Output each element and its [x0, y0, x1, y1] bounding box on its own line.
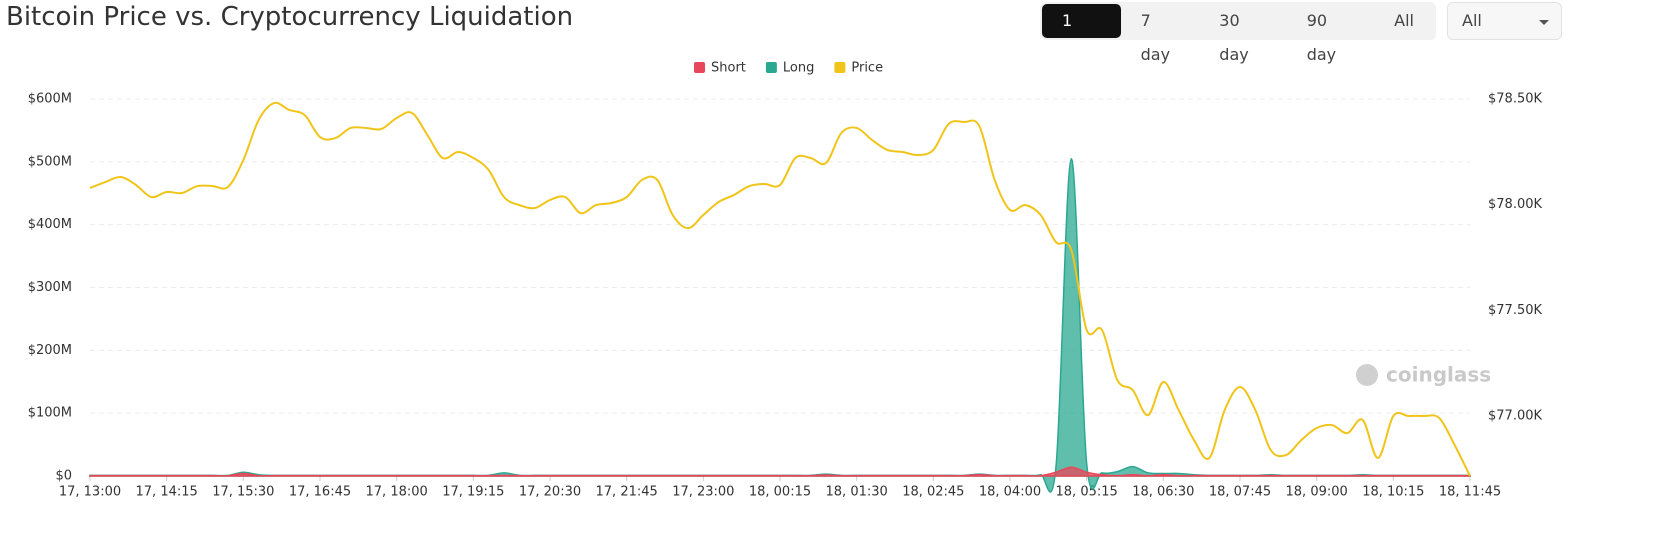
- x-tick-label: 18, 10:15: [1362, 485, 1424, 500]
- watermark-logo: [1356, 364, 1378, 386]
- x-tick-label: 18, 07:45: [1209, 485, 1271, 500]
- legend-swatch: [765, 62, 777, 73]
- legend-label: Long: [783, 61, 814, 76]
- y-tick-label: $0: [55, 469, 72, 484]
- y2-tick-label: $77.00K: [1488, 408, 1542, 423]
- x-tick-label: 18, 02:45: [902, 485, 964, 500]
- range-selector: 1 day 7 day 30 day 90 day All: [1040, 2, 1436, 64]
- x-tick-label: 17, 15:30: [212, 485, 274, 500]
- title: Bitcoin Price vs. Cryptocurrency Liquida…: [6, 2, 574, 32]
- y2-tick-label: $78.00K: [1488, 197, 1542, 212]
- area: [89, 157, 1471, 493]
- range-button[interactable]: 7 day: [1140, 11, 1171, 64]
- x-tick-label: 18, 00:15: [749, 485, 811, 500]
- range-button[interactable]: 90 day: [1306, 11, 1337, 64]
- x-tick-label: 18, 01:30: [826, 485, 888, 500]
- x-tick-label: 17, 16:45: [289, 485, 351, 500]
- legend-label: Price: [851, 61, 883, 76]
- y-tick-label: $300M: [28, 280, 72, 295]
- range-button[interactable]: 1 day: [1042, 4, 1121, 64]
- y-tick-label: $200M: [28, 343, 72, 358]
- legend-swatch: [694, 62, 705, 73]
- legend-swatch: [834, 62, 846, 73]
- y-tick-label: $400M: [28, 217, 72, 232]
- x-tick-label: 17, 19:15: [442, 485, 504, 500]
- area: [89, 466, 1471, 477]
- y-tick-label: $500M: [28, 154, 72, 169]
- y-tick-label: $100M: [28, 406, 72, 421]
- y-tick-label: $600M: [28, 92, 72, 107]
- x-tick-label: 18, 09:00: [1286, 485, 1348, 500]
- x-tick-label: 18, 06:30: [1132, 485, 1194, 500]
- legend-label: Short: [711, 61, 746, 76]
- x-tick-label: 17, 14:15: [136, 485, 198, 500]
- x-tick-label: 18, 11:45: [1439, 485, 1501, 500]
- y2-tick-label: $78.50K: [1488, 92, 1542, 107]
- range-button[interactable]: All: [1394, 11, 1414, 30]
- x-tick-label: 17, 13:00: [59, 485, 121, 500]
- line: [89, 101, 1471, 477]
- dropdown[interactable]: All: [1447, 2, 1562, 40]
- x-tick-label: 17, 23:00: [672, 485, 734, 500]
- x-tick-label: 17, 18:00: [366, 485, 428, 500]
- y2-tick-label: $77.50K: [1488, 303, 1542, 318]
- x-tick-label: 17, 20:30: [519, 485, 581, 500]
- x-tick-label: 18, 04:00: [979, 485, 1041, 500]
- x-tick-label: 18, 05:15: [1056, 485, 1118, 500]
- range-button[interactable]: 30 day: [1219, 11, 1249, 64]
- watermark: coinglass: [1386, 363, 1491, 387]
- x-tick-label: 17, 21:45: [596, 485, 658, 500]
